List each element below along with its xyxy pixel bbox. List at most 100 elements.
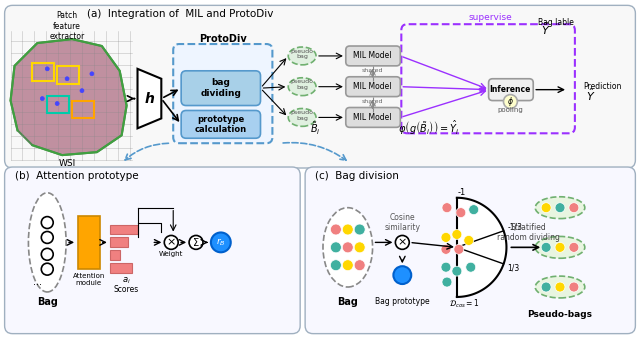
FancyBboxPatch shape (346, 107, 401, 127)
Text: $\varphi\left(g\left(\tilde{B}_i\right)\right) = \hat{Y}_i$: $\varphi\left(g\left(\tilde{B}_i\right)\… (398, 119, 460, 138)
Circle shape (55, 101, 59, 105)
Circle shape (504, 95, 517, 108)
Circle shape (40, 97, 44, 101)
Text: pseudo
bag: pseudo bag (291, 49, 314, 59)
Circle shape (454, 244, 464, 254)
Polygon shape (457, 198, 506, 297)
Circle shape (330, 224, 341, 235)
Ellipse shape (288, 78, 316, 96)
Text: Weight: Weight (159, 251, 184, 257)
Text: $\phi$: $\phi$ (507, 95, 514, 108)
Circle shape (569, 282, 579, 292)
Text: supervise: supervise (468, 13, 513, 22)
Circle shape (394, 266, 412, 284)
Text: Stratified
random dividing: Stratified random dividing (497, 223, 560, 242)
FancyBboxPatch shape (346, 46, 401, 66)
Text: $r_B$: $r_B$ (216, 237, 226, 248)
Circle shape (396, 236, 409, 249)
Text: Bag lable: Bag lable (538, 18, 574, 27)
Circle shape (211, 233, 231, 252)
Text: (b)  Attention prototype: (b) Attention prototype (15, 171, 138, 181)
Text: -1: -1 (458, 188, 466, 197)
Text: Pseudo-bags: Pseudo-bags (527, 310, 593, 319)
Circle shape (330, 242, 341, 253)
Text: WSI: WSI (58, 159, 76, 168)
Text: h: h (145, 92, 154, 105)
FancyBboxPatch shape (181, 111, 260, 138)
Text: (a)  Integration of  MIL and ProtoDiv: (a) Integration of MIL and ProtoDiv (87, 9, 273, 19)
Circle shape (541, 242, 551, 252)
Circle shape (456, 208, 466, 218)
Circle shape (164, 236, 178, 249)
Circle shape (354, 260, 365, 271)
FancyBboxPatch shape (4, 5, 636, 168)
Ellipse shape (323, 208, 372, 287)
Text: Cosine
similarity: Cosine similarity (384, 213, 420, 232)
Text: pooling: pooling (497, 107, 524, 114)
Bar (72, 101, 94, 118)
Bar (109, 224, 138, 235)
FancyBboxPatch shape (4, 167, 300, 334)
Ellipse shape (28, 193, 66, 292)
Text: $\tilde{Y}$: $\tilde{Y}$ (541, 22, 550, 37)
Circle shape (342, 242, 353, 253)
Ellipse shape (535, 237, 585, 258)
Ellipse shape (535, 197, 585, 219)
Text: Bag prototype: Bag prototype (375, 297, 429, 307)
Circle shape (452, 266, 462, 276)
Text: bag
dividing: bag dividing (200, 78, 241, 98)
FancyBboxPatch shape (173, 44, 273, 143)
Circle shape (464, 236, 474, 245)
Circle shape (342, 224, 353, 235)
Text: ×: × (166, 237, 176, 247)
Text: MIL Model: MIL Model (353, 113, 392, 122)
Text: Bag: Bag (337, 297, 358, 307)
Text: $\mathcal{D}_{cos}=1$: $\mathcal{D}_{cos}=1$ (449, 298, 480, 310)
Text: ...: ... (33, 277, 42, 287)
Circle shape (441, 233, 451, 242)
Text: Patch
feature
extractor: Patch feature extractor (49, 11, 84, 41)
Circle shape (555, 282, 565, 292)
Text: MIL Model: MIL Model (353, 51, 392, 61)
Text: ProtoDiv: ProtoDiv (199, 34, 246, 44)
Circle shape (354, 242, 365, 253)
Text: Prediction: Prediction (583, 82, 621, 91)
Text: shared: shared (362, 68, 383, 73)
Bar (109, 263, 132, 273)
Bar (47, 96, 69, 114)
FancyBboxPatch shape (346, 77, 401, 97)
Text: shared: shared (362, 99, 383, 104)
Circle shape (468, 205, 479, 215)
Circle shape (541, 282, 551, 292)
Circle shape (555, 242, 565, 252)
Text: Inference: Inference (490, 85, 531, 94)
Circle shape (80, 89, 84, 93)
Text: 1/3: 1/3 (508, 263, 520, 272)
Bar (33, 63, 54, 81)
Circle shape (569, 203, 579, 213)
Bar (78, 216, 100, 269)
Circle shape (330, 260, 341, 271)
Circle shape (65, 77, 69, 81)
Ellipse shape (535, 276, 585, 298)
Bar (109, 237, 127, 247)
Text: Attention
module: Attention module (73, 272, 105, 286)
Circle shape (42, 232, 53, 243)
Circle shape (442, 203, 452, 213)
Circle shape (354, 224, 365, 235)
Circle shape (42, 263, 53, 275)
Text: $a_i$: $a_i$ (122, 276, 131, 286)
Text: pseudo
bag: pseudo bag (291, 110, 314, 121)
Bar (109, 250, 120, 260)
Circle shape (541, 203, 551, 213)
Polygon shape (11, 39, 127, 155)
Circle shape (189, 236, 203, 249)
Circle shape (441, 244, 451, 254)
Text: (c)  Bag division: (c) Bag division (315, 171, 399, 181)
Text: $\Sigma$: $\Sigma$ (192, 236, 200, 248)
Text: MIL Model: MIL Model (353, 82, 392, 91)
Polygon shape (138, 69, 161, 128)
Circle shape (466, 262, 476, 272)
Circle shape (555, 203, 565, 213)
Ellipse shape (288, 108, 316, 126)
